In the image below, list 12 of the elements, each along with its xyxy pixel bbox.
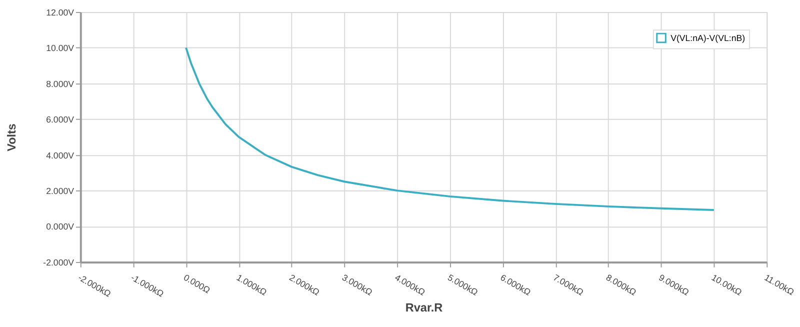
y-tick-label: 10.00V <box>46 43 74 54</box>
line-series <box>184 46 715 211</box>
y-tick-label: -2.000V <box>43 257 74 268</box>
y-tick-label: 0.000V <box>46 222 74 232</box>
y-tick-label: 12.00V <box>46 7 74 18</box>
y-tick-label: 8.000V <box>46 78 74 89</box>
y-tick-label: 4.000V <box>46 150 74 160</box>
y-tick-label: 2.000V <box>46 186 74 196</box>
y-axis-title: Volts <box>6 123 19 152</box>
x-axis-title: Rvar.R <box>405 302 444 315</box>
legend-label: V(VL:nA)-V(VL:nB) <box>670 32 746 43</box>
y-tick-label: 6.000V <box>46 114 74 125</box>
